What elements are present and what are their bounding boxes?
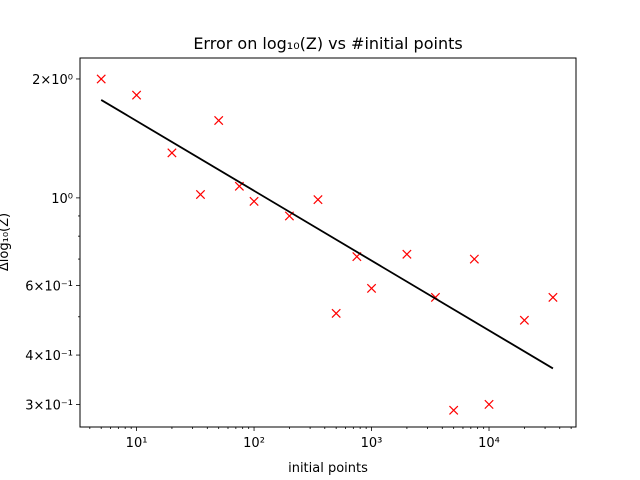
- data-point: [195, 189, 206, 200]
- data-point: [214, 115, 224, 126]
- data-point: [167, 148, 177, 158]
- data-point: [469, 254, 479, 264]
- y-tick-label: 4×10⁻¹: [25, 349, 73, 364]
- data-point: [96, 74, 106, 84]
- plot-area: [96, 74, 558, 415]
- data-point: [249, 196, 259, 206]
- data-point: [449, 405, 459, 415]
- y-axis: 2×10⁰ 10⁰ 6×10⁻¹ 4×10⁻¹ 3×10⁻¹: [25, 73, 80, 413]
- y-tick-label: 10⁰: [51, 192, 73, 207]
- x-tick-label: 10⁴: [478, 436, 500, 451]
- y-tick-label: 3×10⁻¹: [25, 398, 73, 413]
- chart-title: Error on log₁₀(Z) vs #initial points: [193, 34, 462, 53]
- data-point: [313, 194, 323, 205]
- x-tick-label: 10³: [361, 436, 383, 451]
- data-point: [484, 399, 494, 410]
- data-point: [402, 249, 412, 259]
- x-tick-label: 10¹: [126, 436, 148, 451]
- x-axis: 10¹ 10² 10³ 10⁴: [89, 427, 572, 451]
- data-point: [366, 283, 377, 294]
- data-point: [519, 315, 530, 325]
- data-point: [331, 308, 341, 319]
- fit-line: [100, 99, 554, 370]
- x-axis-label: initial points: [288, 461, 368, 476]
- axes-frame: [79, 57, 577, 428]
- y-axis-label: Δlog₁₀(Z): [0, 213, 12, 271]
- data-point: [131, 90, 142, 100]
- x-tick-label: 10²: [243, 436, 265, 451]
- data-point: [548, 292, 558, 302]
- y-tick-label: 6×10⁻¹: [25, 280, 73, 295]
- y-tick-label: 2×10⁰: [32, 73, 73, 88]
